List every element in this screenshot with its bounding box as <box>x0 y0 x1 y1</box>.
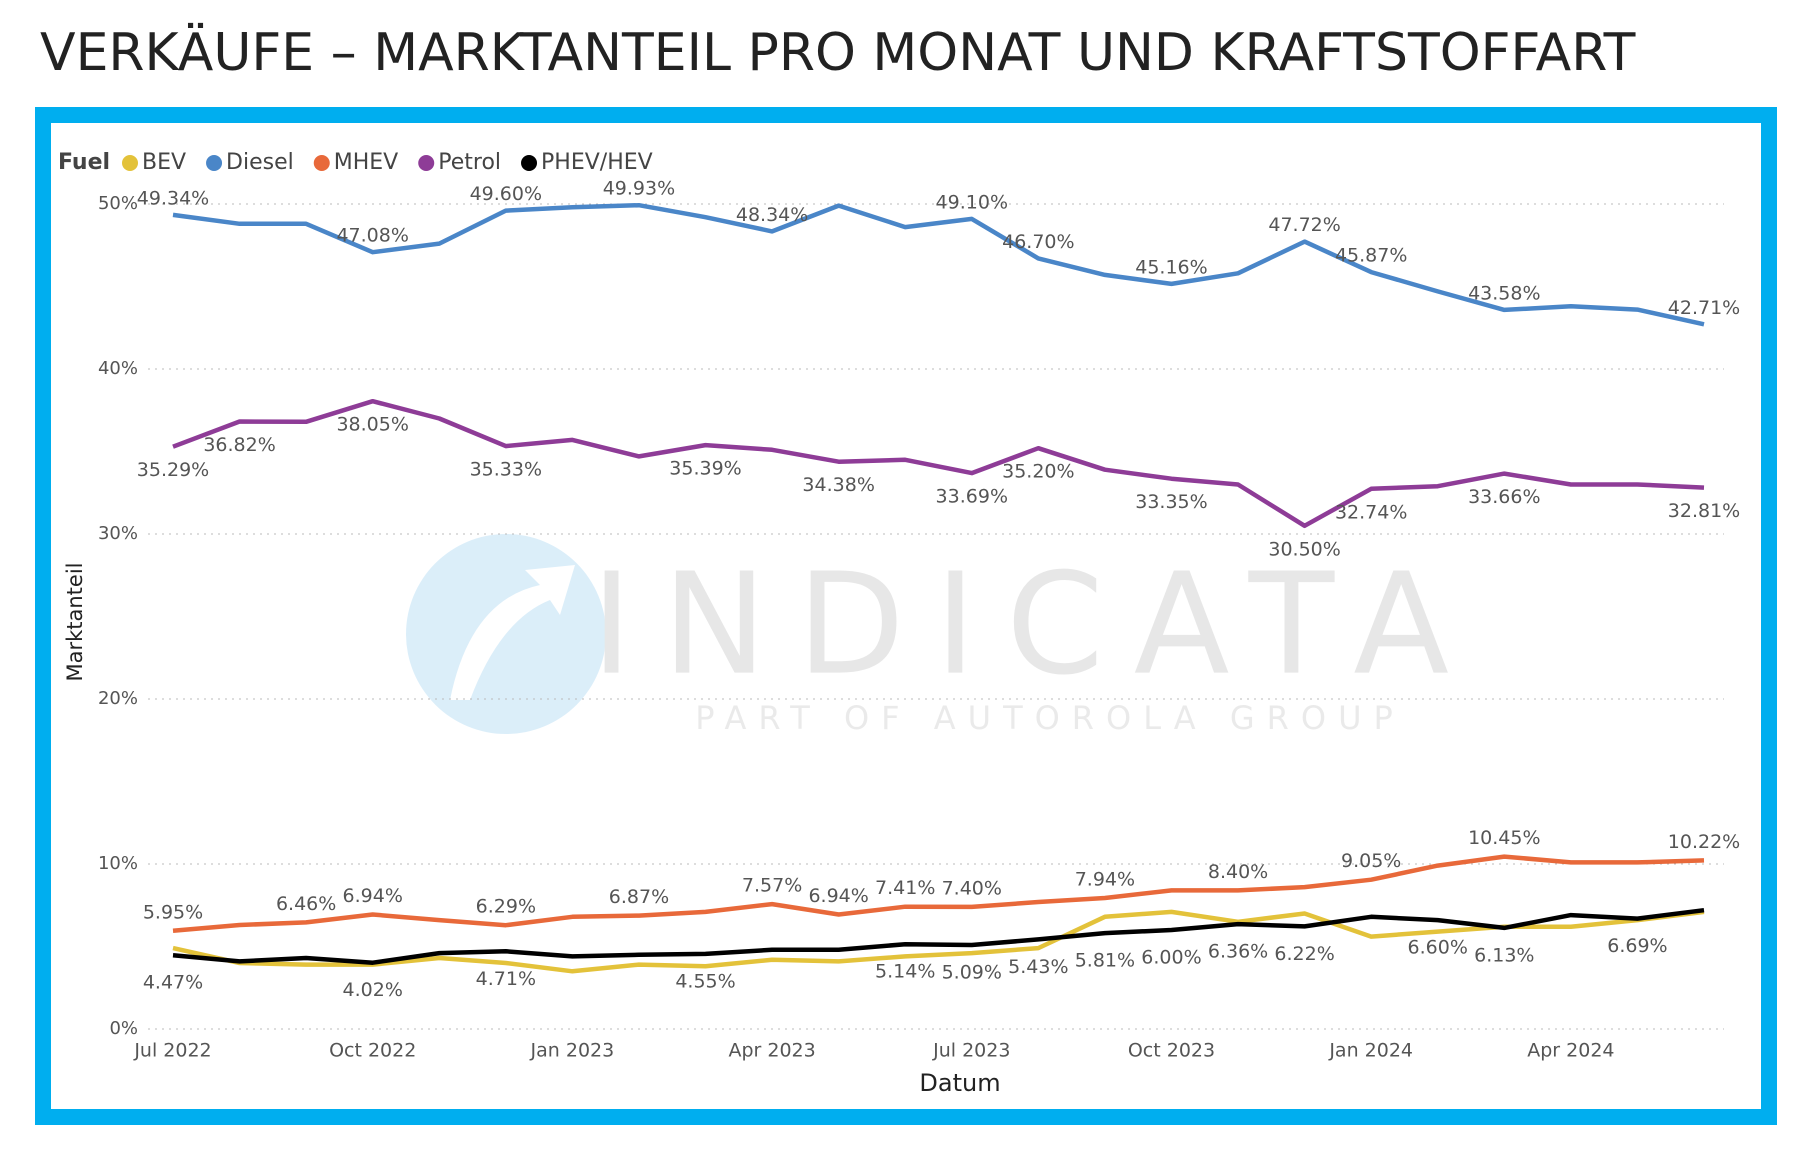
legend-label: Diesel <box>226 150 294 175</box>
data-label: 6.87% <box>609 886 669 908</box>
series-line <box>172 854 1705 934</box>
legend-swatch <box>206 155 223 171</box>
y-tick-label: 40% <box>98 358 138 379</box>
legend-label: MHEV <box>334 150 398 175</box>
watermark: INDICATA PART OF AUTOROLA GROUP <box>406 534 1479 737</box>
data-label: 49.60% <box>470 183 542 205</box>
data-label: 6.13% <box>1474 944 1534 966</box>
data-label: 32.81% <box>1668 500 1740 522</box>
y-tick-label: 20% <box>98 688 138 709</box>
y-tick-label: 50% <box>98 193 138 214</box>
x-tick-label: Jul 2022 <box>133 1040 211 1062</box>
data-label: 42.71% <box>1668 297 1740 319</box>
x-tick-label: Oct 2022 <box>329 1040 416 1062</box>
legend-label: Petrol <box>438 150 501 175</box>
data-label: 6.94% <box>808 885 868 907</box>
data-label: 6.60% <box>1408 937 1468 959</box>
data-label: 7.40% <box>942 877 1002 899</box>
legend-label: PHEV/HEV <box>541 150 653 175</box>
data-label: 35.29% <box>137 459 209 481</box>
legend-swatch <box>122 155 138 171</box>
data-label: 35.20% <box>1002 461 1074 483</box>
y-tick-label: 0% <box>109 1018 138 1039</box>
data-label: 4.47% <box>143 972 203 994</box>
x-axis-label: Datum <box>919 1069 1000 1097</box>
x-tick-label: Oct 2023 <box>1128 1040 1215 1062</box>
data-label: 7.41% <box>875 877 935 899</box>
data-label: 36.82% <box>203 434 275 456</box>
watermark-subtitle: PART OF AUTOROLA GROUP <box>695 699 1405 737</box>
data-label: 5.43% <box>1008 956 1068 978</box>
data-label: 4.55% <box>675 970 735 992</box>
y-tick-label: 10% <box>98 853 138 874</box>
data-label: 33.35% <box>1135 491 1207 513</box>
data-label: 38.05% <box>336 414 408 436</box>
series-line <box>172 202 1705 327</box>
data-label: 7.94% <box>1075 868 1135 890</box>
data-label: 6.22% <box>1274 943 1334 965</box>
data-label: 10.45% <box>1468 827 1540 849</box>
frame <box>35 107 1777 1125</box>
data-label: 6.29% <box>476 896 536 918</box>
legend-swatch <box>313 155 330 171</box>
legend-title: Fuel <box>58 150 110 175</box>
data-label: 7.57% <box>742 875 802 897</box>
x-tick-label: Apr 2024 <box>1527 1040 1614 1062</box>
data-label: 10.22% <box>1668 831 1740 853</box>
data-label: 46.70% <box>1002 231 1074 253</box>
data-label: 48.34% <box>736 204 808 226</box>
watermark-logo <box>406 534 606 734</box>
legend-label: BEV <box>142 150 186 175</box>
series-line <box>172 907 1705 965</box>
data-label: 8.40% <box>1208 861 1268 883</box>
series-line <box>172 398 1705 529</box>
data-label: 43.58% <box>1468 282 1540 304</box>
data-label: 6.46% <box>276 893 336 915</box>
y-tick-label: 30% <box>98 523 138 544</box>
data-label: 49.93% <box>603 178 675 200</box>
x-tick-label: Apr 2023 <box>728 1040 815 1062</box>
data-label: 45.87% <box>1335 245 1407 267</box>
data-label: 4.71% <box>476 968 536 990</box>
data-label: 35.33% <box>470 459 542 481</box>
series-line <box>172 909 1705 974</box>
data-label: 32.74% <box>1335 501 1407 523</box>
chart-title: VERKÄUFE – MARKTANTEIL PRO MONAT UND KRA… <box>40 22 1636 83</box>
data-label: 5.09% <box>942 962 1002 984</box>
data-label: 6.69% <box>1607 935 1667 957</box>
y-axis-label: Marktanteil <box>63 562 87 681</box>
data-label: 9.05% <box>1341 850 1401 872</box>
x-tick-label: Jul 2023 <box>932 1040 1010 1062</box>
data-label: 6.36% <box>1208 941 1268 963</box>
data-label: 6.94% <box>343 885 403 907</box>
data-label: 6.00% <box>1141 947 1201 969</box>
watermark-text: INDICATA <box>591 544 1479 707</box>
data-label: 49.34% <box>137 187 209 209</box>
x-tick-label: Jan 2023 <box>530 1040 615 1062</box>
data-label: 35.39% <box>669 458 741 480</box>
data-label: 4.02% <box>343 979 403 1001</box>
data-label: 47.72% <box>1268 214 1340 236</box>
x-tick-label: Jan 2024 <box>1328 1040 1413 1062</box>
data-label: 45.16% <box>1135 256 1207 278</box>
data-label: 49.10% <box>936 191 1008 213</box>
watermark-arrow <box>450 565 575 700</box>
legend-swatch <box>521 155 538 171</box>
data-label: 33.69% <box>936 486 1008 508</box>
data-label: 47.08% <box>336 225 408 247</box>
data-label: 5.14% <box>875 961 935 983</box>
data-label: 5.95% <box>143 901 203 923</box>
data-label: 33.66% <box>1468 486 1540 508</box>
legend-swatch <box>418 155 435 171</box>
data-label: 34.38% <box>802 474 874 496</box>
data-label: 30.50% <box>1268 538 1340 560</box>
data-label: 5.81% <box>1075 950 1135 972</box>
